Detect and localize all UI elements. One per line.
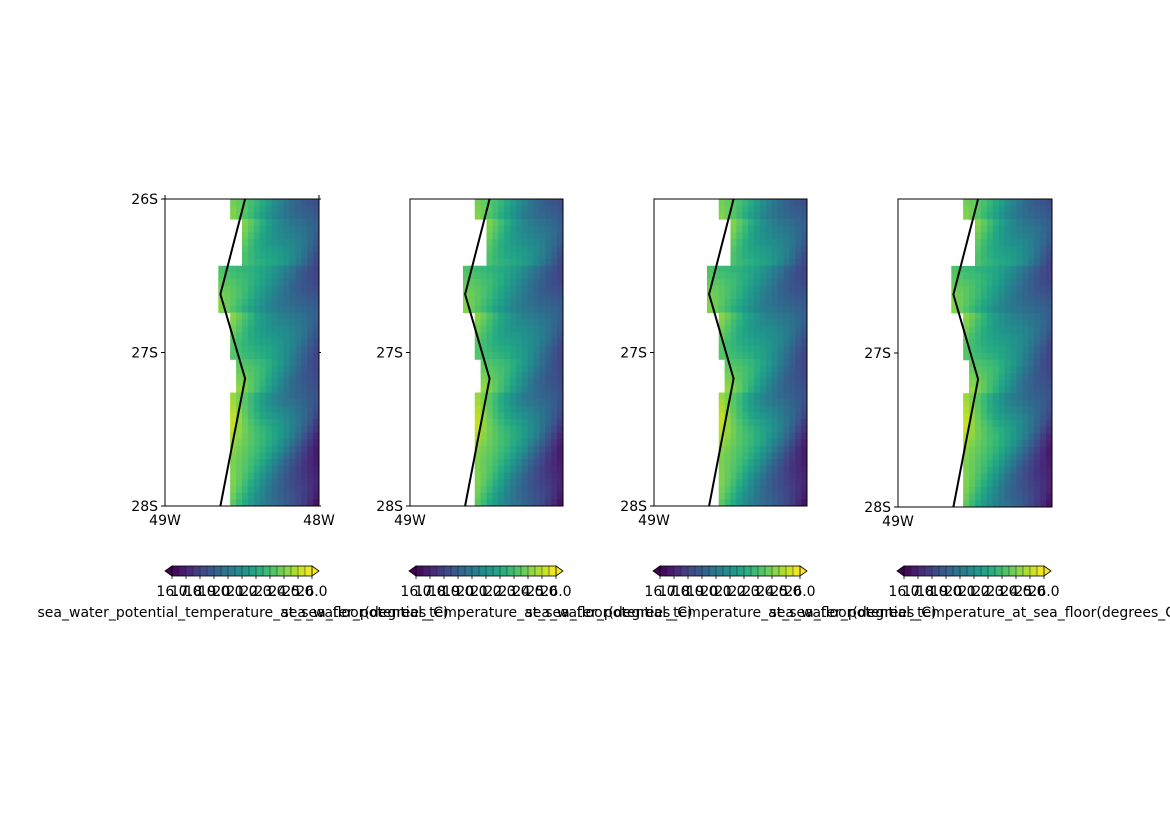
colorbar-tick-label: 16.0 — [888, 584, 919, 600]
y-tick-label: 27S — [131, 346, 158, 362]
map-panel-3: 27S28S49W16.017.018.019.020.021.022.023.… — [526, 198, 937, 621]
colorbar-extend-max — [1043, 565, 1052, 577]
temperature-field — [706, 199, 807, 506]
colorbar-extend-min — [164, 565, 173, 577]
colorbar-extend-max — [799, 565, 808, 577]
colorbar-tick-label: 18.0 — [184, 584, 215, 600]
colorbar-label: sea_water_potential_temperature_at_sea_f… — [282, 605, 693, 621]
x-tick-label: 49W — [149, 513, 181, 529]
colorbar-tick-label: 24.0 — [512, 584, 543, 600]
colorbar-tick-label: 20.0 — [212, 584, 243, 600]
colorbar-tick-label: 25.0 — [282, 584, 313, 600]
map-panel-2: 27S28S49W16.017.018.019.020.021.022.023.… — [282, 198, 693, 621]
colorbar-tick-label: 17.0 — [658, 584, 689, 600]
colorbar-extend-max — [311, 565, 320, 577]
y-tick-label: 28S — [131, 499, 158, 515]
colorbar-label: sea_water_potential_temperature_at_sea_f… — [38, 605, 449, 621]
colorbar-tick-label: 23.0 — [986, 584, 1017, 600]
colorbar-label: sea_water_potential_temperature_at_sea_f… — [770, 605, 1170, 621]
colorbar-tick-label: 24.0 — [756, 584, 787, 600]
colorbar: 16.017.018.019.020.021.022.023.024.025.0… — [526, 565, 937, 621]
colorbar-tick-label: 21.0 — [714, 584, 745, 600]
x-tick-label: 48W — [303, 513, 335, 529]
colorbar-tick-label: 22.0 — [972, 584, 1003, 600]
coastline — [464, 199, 491, 506]
y-tick-label: 27S — [620, 346, 647, 362]
y-tick-label: 27S — [376, 346, 403, 362]
colorbar-tick-label: 17.0 — [414, 584, 445, 600]
coastline — [708, 199, 735, 506]
colorbar-extend-max — [555, 565, 564, 577]
colorbar-extend-min — [408, 565, 417, 577]
colorbar-tick-label: 22.0 — [484, 584, 515, 600]
colorbar-label: sea_water_potential_temperature_at_sea_f… — [526, 605, 937, 621]
colorbar-tick-label: 17.0 — [170, 584, 201, 600]
colorbar-extend-min — [896, 565, 905, 577]
colorbar-tick-label: 20.0 — [456, 584, 487, 600]
colorbar-tick-label: 22.0 — [240, 584, 271, 600]
colorbar-tick-label: 20.0 — [944, 584, 975, 600]
coastline — [952, 199, 980, 507]
colorbar: 16.017.018.019.020.021.022.023.024.025.0… — [770, 565, 1170, 621]
temperature-field — [462, 199, 563, 506]
colorbar-tick-label: 19.0 — [930, 584, 961, 600]
colorbar-tick-label: 24.0 — [268, 584, 299, 600]
colorbar-tick-label: 23.0 — [742, 584, 773, 600]
colorbar-tick-label: 24.0 — [1000, 584, 1031, 600]
temperature-field — [951, 199, 1052, 507]
colorbar-tick-label: 21.0 — [226, 584, 257, 600]
colorbar-tick-label: 21.0 — [958, 584, 989, 600]
y-tick-label: 28S — [620, 499, 647, 515]
colorbar-tick-label: 25.0 — [1014, 584, 1045, 600]
coastline — [219, 199, 247, 506]
x-tick-label: 49W — [394, 513, 426, 529]
colorbar-tick-label: 26.0 — [540, 584, 571, 600]
colorbar-tick-label: 16.0 — [644, 584, 675, 600]
colorbar-tick-label: 17.0 — [902, 584, 933, 600]
colorbar-tick-label: 25.0 — [770, 584, 801, 600]
y-tick-label: 28S — [376, 499, 403, 515]
x-tick-label: 49W — [638, 513, 670, 529]
colorbar-tick-label: 23.0 — [254, 584, 285, 600]
y-tick-label: 27S — [864, 346, 891, 362]
colorbar-tick-label: 18.0 — [672, 584, 703, 600]
colorbar: 16.017.018.019.020.021.022.023.024.025.0… — [282, 565, 693, 621]
colorbar-tick-label: 18.0 — [428, 584, 459, 600]
colorbar-tick-label: 19.0 — [442, 584, 473, 600]
colorbar-tick-label: 23.0 — [498, 584, 529, 600]
x-tick-label: 49W — [882, 514, 914, 530]
colorbar-tick-label: 18.0 — [916, 584, 947, 600]
colorbar-tick-label: 26.0 — [296, 584, 327, 600]
colorbar-tick-label: 16.0 — [400, 584, 431, 600]
colorbar-tick-label: 22.0 — [728, 584, 759, 600]
colorbar-tick-label: 26.0 — [784, 584, 815, 600]
colorbar-extend-min — [652, 565, 661, 577]
colorbar-tick-label: 26.0 — [1028, 584, 1059, 600]
colorbar-tick-label: 21.0 — [470, 584, 501, 600]
temperature-field — [218, 199, 319, 506]
colorbar-tick-label: 16.0 — [156, 584, 187, 600]
y-tick-label: 28S — [864, 500, 891, 516]
colorbar-tick-label: 20.0 — [700, 584, 731, 600]
colorbar-tick-label: 25.0 — [526, 584, 557, 600]
colorbar-tick-label: 19.0 — [686, 584, 717, 600]
colorbar: 16.017.018.019.020.021.022.023.024.025.0… — [38, 565, 449, 621]
colorbar-tick-label: 19.0 — [198, 584, 229, 600]
y-tick-label: 26S — [131, 192, 158, 208]
